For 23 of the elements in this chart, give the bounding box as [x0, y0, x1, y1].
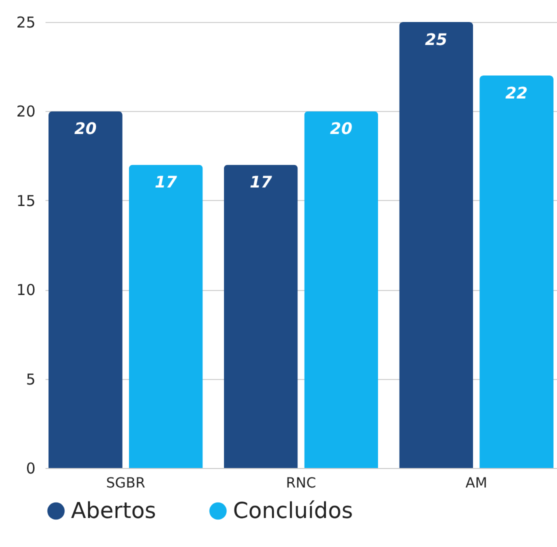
bar: [480, 76, 554, 468]
y-tick-label: 5: [26, 370, 36, 388]
data-label: 20: [74, 119, 97, 138]
data-label: 22: [505, 84, 528, 103]
y-tick-label: 20: [16, 102, 36, 121]
bar: [304, 111, 378, 468]
data-label: 17: [154, 172, 178, 192]
data-label: 17: [250, 172, 273, 192]
data-label: 25: [425, 30, 448, 49]
y-tick-label: 0: [26, 460, 36, 478]
x-tick-label: RNC: [286, 476, 316, 492]
y-tick-label: 10: [16, 281, 36, 300]
bar: [128, 164, 203, 468]
y-tick-label: 15: [16, 192, 36, 210]
x-tick-label: AM: [466, 476, 488, 492]
x-tick-label: SGBR: [106, 476, 146, 492]
data-label: 20: [330, 119, 352, 138]
legend-label: Concluídos: [233, 499, 353, 524]
legend-label: Abertos: [71, 499, 156, 524]
y-tick-label: 25: [16, 14, 36, 32]
bar: [399, 22, 474, 468]
bar: [224, 164, 298, 468]
bar: [48, 111, 122, 468]
